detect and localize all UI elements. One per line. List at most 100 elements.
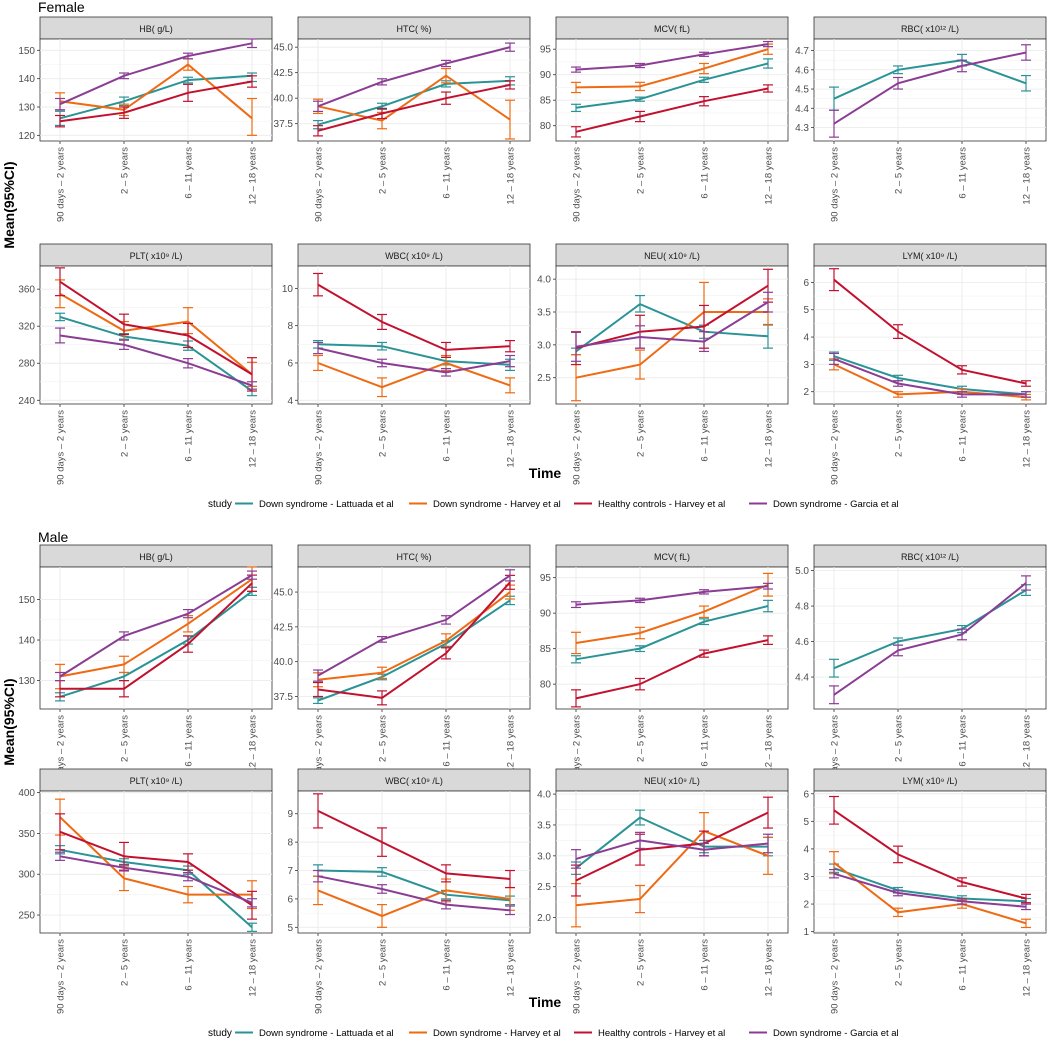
error-bar (1021, 903, 1031, 911)
y-tick-label: 4.3 (795, 123, 809, 134)
series-line (833, 809, 1027, 900)
panel-plot-area (555, 790, 789, 934)
x-tick-label: 12 – 18 years (764, 715, 775, 773)
error-bar (119, 72, 129, 80)
error-bar (505, 377, 515, 394)
series-line (575, 585, 769, 606)
error-bar (571, 66, 581, 73)
y-tick-label: 240 (18, 396, 35, 407)
error-bar (313, 354, 323, 372)
error-bar (55, 267, 65, 297)
series-line (575, 284, 769, 350)
error-bar (699, 331, 709, 353)
series-line (317, 74, 511, 122)
y-tick-label: 95 (540, 573, 552, 584)
series-line (317, 869, 511, 902)
series-down-syndrome-garcia-et-al (55, 851, 257, 908)
y-tick-label: 3.5 (537, 820, 551, 831)
panel-strip-label: HTC( %) (397, 24, 432, 34)
error-bar (247, 570, 257, 580)
x-tick-label: 12 – 18 years (506, 715, 517, 773)
series-healthy-controls-harvey-et-al (571, 84, 773, 138)
panel-strip-label: WBC( x10⁹ /L) (385, 251, 443, 261)
y-tick-label: 42.5 (274, 622, 294, 633)
panel-plt-x10-l: PLT( x10⁹ /L) 250 300 350 400 90 days – 2 yea… (18, 768, 273, 1014)
series-line (317, 810, 511, 880)
error-bar (893, 391, 903, 398)
series-down-syndrome-garcia-et-al (571, 831, 773, 869)
x-tick-label: 2 – 5 years (894, 715, 905, 762)
y-tick-label: 140 (18, 636, 35, 647)
error-bar (119, 313, 129, 336)
x-tick-label: 12 – 18 years (1022, 715, 1033, 773)
y-tick-label: 130 (18, 103, 35, 114)
x-tick-label: 90 days – 2 years (830, 410, 841, 485)
error-bar (247, 381, 257, 390)
series-line (575, 811, 769, 882)
panel-strip-label: WBC( x10⁹ /L) (385, 776, 443, 786)
legend: study Down syndrome - Lattuada et al Down … (208, 1028, 899, 1039)
panel-neu-x10-l: NEU( x10⁹ /L) 2.5 3.0 3.5 4.0 90 days – 2 yea… (537, 243, 789, 485)
error-bar (829, 795, 839, 825)
error-bar (699, 842, 709, 857)
x-tick-label: 90 days – 2 years (56, 715, 67, 790)
error-bar (763, 40, 773, 48)
error-bar (119, 655, 129, 674)
y-tick-label: 4.7 (795, 46, 809, 57)
error-bar (1021, 575, 1031, 591)
error-bar (377, 666, 387, 679)
error-bar (247, 97, 257, 136)
series-line (317, 83, 511, 132)
series-healthy-controls-harvey-et-al (829, 795, 1031, 904)
legend-label: Down syndrome - Lattuada et al (259, 499, 394, 510)
y-tick-label: 320 (18, 322, 35, 333)
x-tick-label: 90 days – 2 years (572, 715, 583, 790)
y-tick-label: 5 (287, 923, 293, 934)
x-tick-label: 6 – 11 years (184, 939, 195, 991)
y-tick-label: 4.6 (795, 65, 809, 76)
series-down-syndrome-harvey-et-al (313, 354, 515, 398)
panel-plt-x10-l: PLT( x10⁹ /L) 240 280 320 360 90 days – 2 yea… (18, 243, 273, 485)
x-tick-label: 2 – 5 years (378, 715, 389, 762)
error-bar (635, 597, 645, 604)
x-tick-label: 12 – 18 years (248, 939, 259, 997)
series-line (317, 347, 511, 374)
error-bar (763, 833, 773, 854)
error-bar (377, 636, 387, 643)
panel-strip-label: MCV( fL) (654, 552, 690, 562)
x-tick-label: 6 – 11 years (958, 939, 969, 991)
x-tick-label: 6 – 11 years (184, 715, 195, 767)
panel-neu-x10-l: NEU( x10⁹ /L) 2.0 2.5 3.0 3.5 4.0 90 days – 2 … (537, 768, 789, 1014)
x-tick-label: 12 – 18 years (506, 410, 517, 468)
panel-strip-label: RBC( x10¹² /L) (901, 552, 959, 562)
y-tick-label: 2 (803, 900, 809, 911)
y-tick-label: 90 (540, 70, 552, 81)
error-bar (183, 872, 193, 882)
series-down-syndrome-garcia-et-al (55, 570, 257, 682)
x-tick-label: 12 – 18 years (248, 715, 259, 773)
y-tick-label: 2.0 (537, 913, 551, 924)
panel-lym-x10-l: LYM( x10⁹ /L) 2 3 4 5 6 90 days – 2 years 2 – 5… (803, 243, 1047, 485)
error-bar (571, 655, 581, 664)
x-tick-label: 12 – 18 years (506, 939, 517, 997)
series-line (833, 51, 1027, 125)
error-bar (571, 689, 581, 708)
panel-wbc-x10-l: WBC( x10⁹ /L) 5 6 7 8 9 90 days – 2 years 2 – 5… (287, 768, 531, 1014)
error-bar (763, 84, 773, 93)
error-bar (313, 272, 323, 297)
series-line (833, 582, 1027, 696)
error-bar (441, 341, 451, 358)
error-bar (635, 110, 645, 123)
series-line (60, 582, 253, 690)
series-down-syndrome-garcia-et-al (313, 42, 515, 113)
series-line (59, 816, 252, 896)
error-bar (893, 65, 903, 75)
x-tick-label: 90 days – 2 years (572, 410, 583, 485)
x-tick-label: 6 – 11 years (184, 410, 195, 462)
error-bar (1021, 74, 1031, 92)
legend-label: Down syndrome - Garcia et al (773, 499, 899, 510)
error-bar (699, 605, 709, 619)
y-tick-label: 8 (287, 838, 293, 849)
y-tick-label: 6 (287, 894, 293, 905)
series-healthy-controls-harvey-et-al (313, 80, 515, 137)
